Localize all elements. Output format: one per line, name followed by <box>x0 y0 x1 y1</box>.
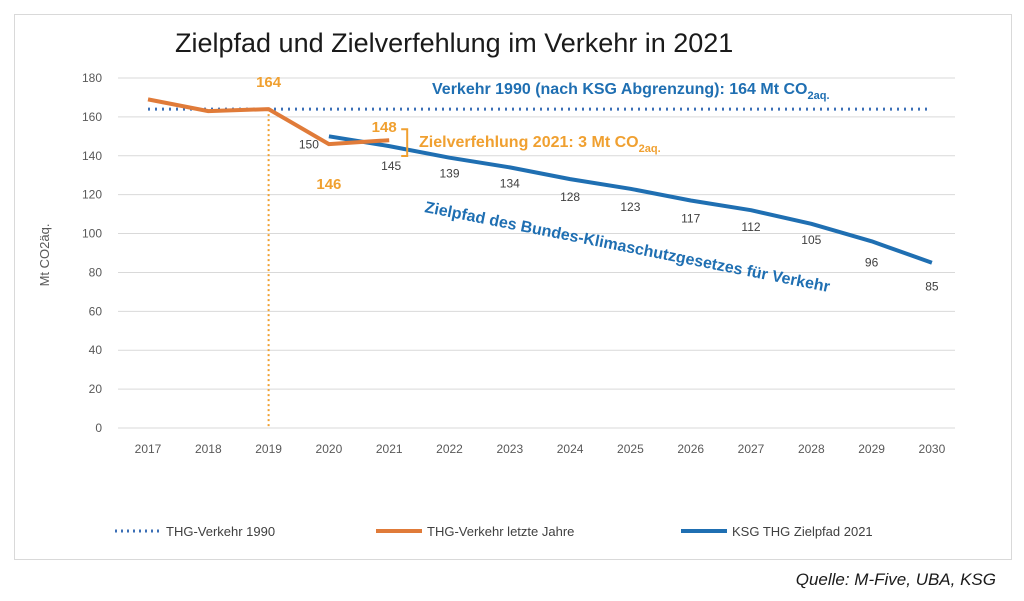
y-tick-140: 140 <box>82 149 102 163</box>
gridlines <box>118 77 955 429</box>
y-tick-60: 60 <box>89 304 103 318</box>
ksg-label-2024: 128 <box>560 190 580 204</box>
y-tick-120: 120 <box>82 188 102 202</box>
reference-line-label: Verkehr 1990 (nach KSG Abgrenzung): 164 … <box>432 81 830 102</box>
y-tick-80: 80 <box>89 265 103 279</box>
y-tick-100: 100 <box>82 227 102 241</box>
source-note: Quelle: M-Five, UBA, KSG <box>795 570 996 589</box>
y-tick-20: 20 <box>89 382 103 396</box>
reference-line-label-sub: 2aq. <box>808 90 830 102</box>
chart-frame <box>14 14 1012 560</box>
legend-label-thg-verkehr-1990: THG-Verkehr 1990 <box>166 524 275 539</box>
legend-label-thg-verkehr-letzte-jahre: THG-Verkehr letzte Jahre <box>427 524 574 539</box>
x-tick-2022: 2022 <box>436 442 463 456</box>
x-tick-2017: 2017 <box>135 442 162 456</box>
x-tick-2026: 2026 <box>677 442 704 456</box>
ksg-data-labels: 150 145 139 134 128 123 117 112 105 96 85 <box>299 137 939 293</box>
x-tick-2030: 2030 <box>919 442 946 456</box>
y-tick-labels: 0 20 40 60 80 100 120 140 160 180 <box>82 71 102 435</box>
ksg-label-2027: 112 <box>741 220 760 234</box>
ksg-label-2028: 105 <box>801 233 821 247</box>
annotation-value-2019: 164 <box>256 74 282 91</box>
x-tick-2021: 2021 <box>376 442 403 456</box>
x-tick-2019: 2019 <box>255 442 282 456</box>
y-tick-160: 160 <box>82 110 102 124</box>
reference-line-label-main: Verkehr 1990 (nach KSG Abgrenzung): 164 … <box>432 81 808 98</box>
ksg-label-2023: 134 <box>500 176 520 190</box>
x-tick-labels: 2017 2018 2019 2020 2021 2022 2023 2024 2025 2026… <box>135 442 946 456</box>
ksg-label-2022: 139 <box>439 167 459 181</box>
x-tick-2018: 2018 <box>195 442 222 456</box>
y-tick-0: 0 <box>95 421 102 435</box>
series-line-thg-verkehr-letzte-jahre <box>147 97 390 147</box>
ksg-label-2026: 117 <box>681 212 700 226</box>
gap-label-sub: 2aq. <box>639 143 661 155</box>
x-tick-2024: 2024 <box>557 442 584 456</box>
ksg-label-2021: 145 <box>381 159 401 173</box>
chart-title: Zielpfad und Zielverfehlung im Verkehr i… <box>175 28 733 58</box>
gap-label: Zielverfehlung 2021: 3 Mt CO2aq. <box>419 134 661 155</box>
y-axis-label: Mt CO2äq. <box>37 224 52 287</box>
x-tick-2027: 2027 <box>738 442 765 456</box>
x-tick-2020: 2020 <box>316 442 343 456</box>
y-tick-40: 40 <box>89 343 103 357</box>
x-tick-2028: 2028 <box>798 442 825 456</box>
ksg-label-2020: 150 <box>299 137 319 151</box>
x-tick-2025: 2025 <box>617 442 644 456</box>
y-tick-180: 180 <box>82 71 102 85</box>
gap-label-main: Zielverfehlung 2021: 3 Mt CO <box>419 134 639 151</box>
ksg-label-2025: 123 <box>620 200 640 214</box>
series-line-ksg-zielpfad <box>328 134 933 265</box>
x-tick-2023: 2023 <box>496 442 523 456</box>
annotation-value-2021: 148 <box>372 119 397 136</box>
ksg-label-2030: 85 <box>925 280 939 294</box>
ksg-label-2029: 96 <box>865 255 879 269</box>
gap-bracket <box>401 128 409 158</box>
x-tick-2029: 2029 <box>858 442 885 456</box>
annotation-value-2020: 146 <box>316 176 341 193</box>
legend-label-ksg-zielpfad: KSG THG Zielpfad 2021 <box>732 524 873 539</box>
legend: THG-Verkehr 1990 THG-Verkehr letzte Jahr… <box>115 524 873 539</box>
